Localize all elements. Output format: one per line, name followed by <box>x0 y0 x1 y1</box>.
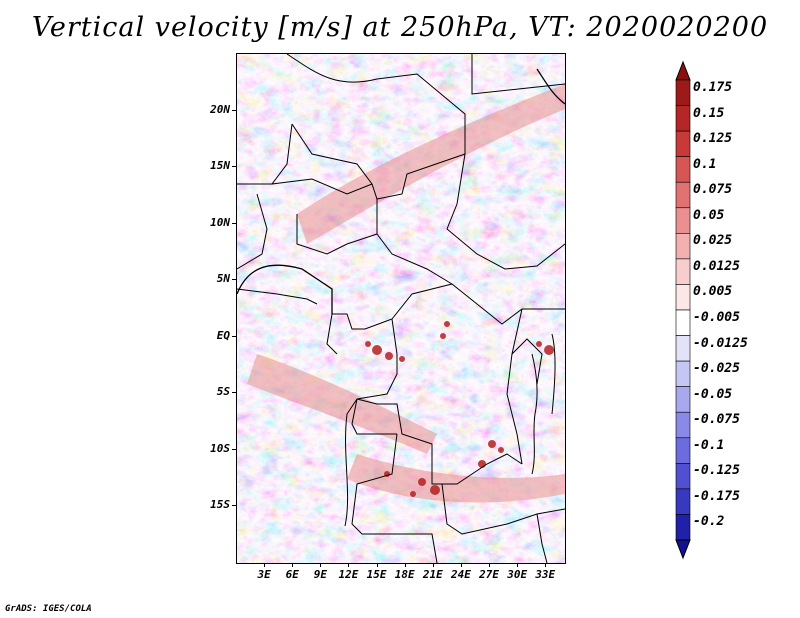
colorbar-swatch <box>675 181 691 209</box>
colorbar-level-label: 0.15 <box>693 105 725 121</box>
lat-tick-label: 5N <box>216 272 230 286</box>
lon-tick-mark <box>460 563 462 567</box>
colorbar-swatch <box>675 411 691 439</box>
lon-tick-mark <box>404 563 406 567</box>
country-borders <box>237 54 565 563</box>
lon-tick-label: 15E <box>366 568 387 581</box>
colorbar-swatch <box>675 130 691 157</box>
lon-tick-mark <box>545 563 547 567</box>
colorbar-swatch <box>675 79 691 106</box>
lat-tick-mark <box>232 166 236 168</box>
colorbar-swatch <box>675 105 691 132</box>
colorbar-level-label: -0.05 <box>693 386 733 402</box>
lat-tick-mark <box>232 505 236 507</box>
lon-tick-mark <box>264 563 266 567</box>
colorbar-max-arrow <box>675 60 691 81</box>
lat-tick-label: 10N <box>210 215 230 229</box>
colorbar-level-label: -0.2 <box>693 514 725 530</box>
colorbar-swatch <box>675 514 691 541</box>
lon-tick-mark <box>348 563 350 567</box>
colorbar-min-arrow <box>675 539 691 560</box>
lon-tick-mark <box>320 563 322 567</box>
colorbar-swatch <box>675 437 691 464</box>
colorbar-swatch <box>675 309 691 336</box>
colorbar-swatch <box>675 335 691 362</box>
colorbar-level-label: 0.05 <box>693 207 725 223</box>
colorbar-level-label: -0.1 <box>693 437 725 453</box>
colorbar-swatch <box>675 207 691 234</box>
lon-tick-label: 30E <box>507 568 528 581</box>
colorbar-level-label: 0.025 <box>693 233 733 249</box>
lon-tick-label: 3E <box>257 568 271 581</box>
colorbar-level-label: -0.175 <box>693 488 740 504</box>
lon-tick-mark <box>432 563 434 567</box>
lat-tick-mark <box>232 222 236 224</box>
colorbar-swatch <box>675 488 691 515</box>
colorbar-level-label: 0.1 <box>693 156 717 172</box>
lat-tick-label: 15S <box>210 498 230 512</box>
colorbar-swatch <box>675 386 691 413</box>
colorbar-level-label: -0.125 <box>693 463 740 479</box>
colorbar-swatch <box>675 156 691 183</box>
colorbar-swatch <box>675 284 691 311</box>
lat-tick-mark <box>232 448 236 450</box>
vertical-velocity-field <box>237 54 565 563</box>
colorbar-level-label: 0.125 <box>693 131 733 147</box>
colorbar-level-label: 0.005 <box>693 284 733 300</box>
colorbar-level-label: 0.175 <box>693 80 733 95</box>
lon-tick-label: 27E <box>479 568 499 581</box>
lat-tick-mark <box>232 335 236 337</box>
lon-tick-label: 9E <box>313 568 327 581</box>
strong-ascent-cells <box>365 321 554 497</box>
colorbar-level-label: -0.0125 <box>693 335 748 351</box>
lat-tick-mark <box>232 279 236 281</box>
colorbar-swatch <box>675 360 691 387</box>
lat-tick-label: 20N <box>210 102 230 116</box>
lon-tick-label: 21E <box>422 568 443 581</box>
grads-credit: GrADS: IGES/COLA <box>5 604 92 614</box>
ascent-bands <box>247 84 565 503</box>
colorbar-swatch <box>675 463 691 490</box>
lon-tick-mark <box>376 563 378 567</box>
lat-tick-label: 10S <box>210 441 230 455</box>
lon-tick-mark <box>517 563 519 567</box>
colorbar-swatch <box>675 233 691 260</box>
colorbar-level-label: -0.075 <box>693 412 740 428</box>
lon-tick-label: 12E <box>338 568 359 581</box>
lat-tick-label: 5S <box>216 385 230 399</box>
colorbar-level-label: 0.075 <box>693 182 733 198</box>
coastline <box>237 68 565 314</box>
colorbar-level-label: -0.005 <box>693 310 740 325</box>
colorbar-level-label: -0.025 <box>693 361 740 377</box>
colorbar-swatch <box>675 258 691 285</box>
lon-tick-label: 6E <box>285 568 299 581</box>
lon-tick-label: 18E <box>394 568 415 581</box>
lon-tick-label: 33E <box>535 568 556 581</box>
lat-tick-label: 15N <box>210 159 230 173</box>
lon-tick-label: 24E <box>450 568 471 581</box>
lat-tick-mark <box>232 109 236 111</box>
lat-tick-label: EQ <box>216 328 230 342</box>
map-panel <box>236 53 566 564</box>
plot-title: Vertical velocity [m/s] at 250hPa, VT: 2… <box>31 12 769 43</box>
colorbar-level-label: 0.0125 <box>693 258 740 274</box>
lon-tick-mark <box>489 563 491 567</box>
lon-tick-mark <box>292 563 294 567</box>
lat-tick-mark <box>232 392 236 394</box>
